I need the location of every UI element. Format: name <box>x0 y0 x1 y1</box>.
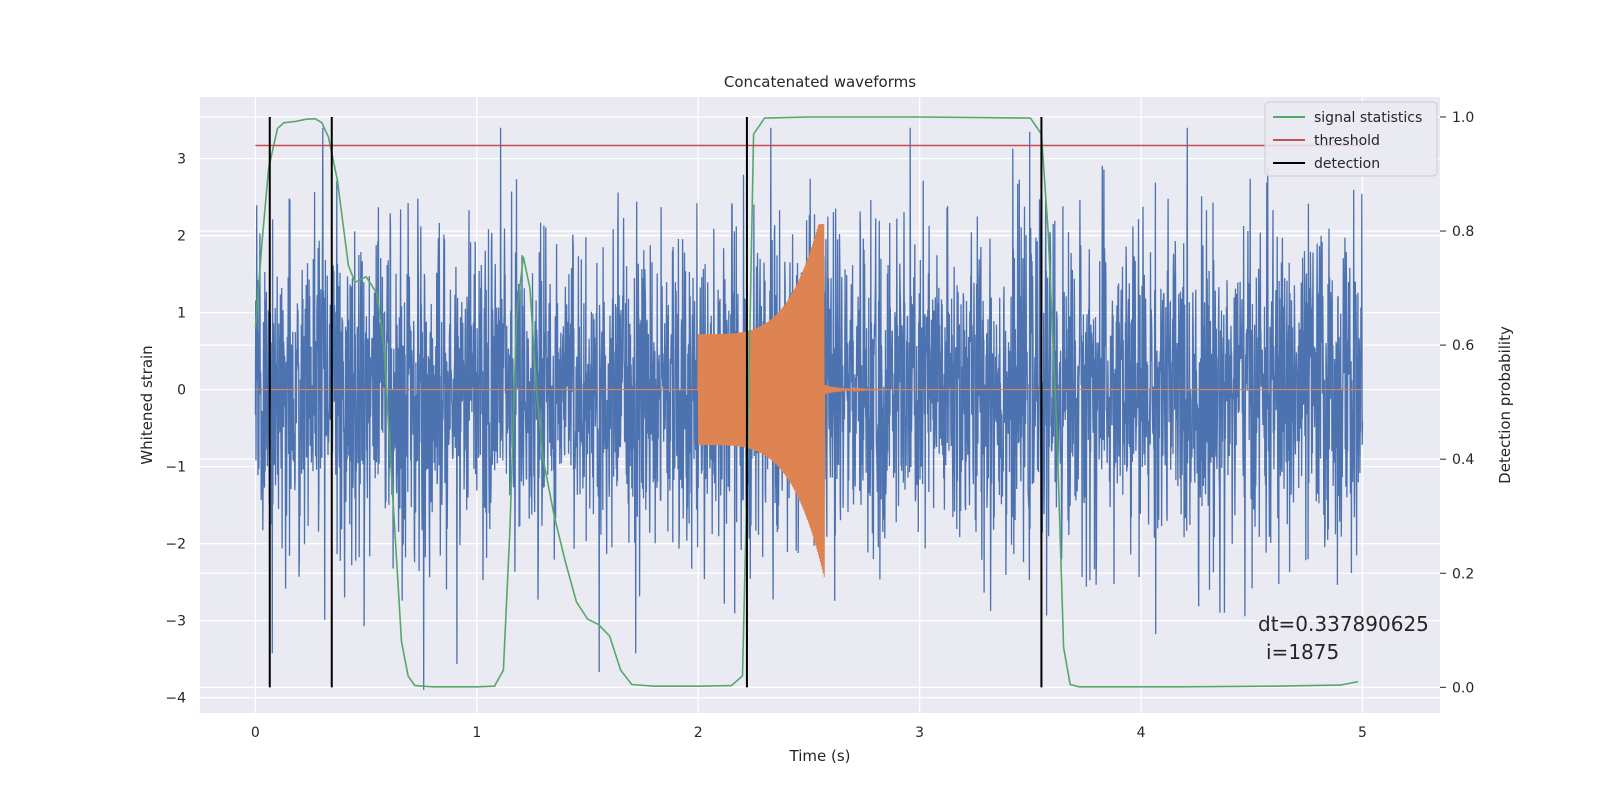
detection-lines <box>268 116 1043 688</box>
annotation-dt: dt=0.337890625 <box>1258 612 1429 636</box>
y2-tick-label: 0.8 <box>1452 224 1474 240</box>
y-tick-label: −3 <box>165 614 186 630</box>
x-axis-label: Time (s) <box>789 747 851 765</box>
y-axis-label: Whitened strain <box>138 345 156 464</box>
legend-label: threshold <box>1314 133 1380 149</box>
y2-tick-label: 0.6 <box>1452 338 1474 354</box>
x-tick-label: 3 <box>915 725 924 741</box>
y2-tick-label: 0.0 <box>1452 680 1474 696</box>
x-tick-label: 0 <box>251 725 260 741</box>
chirp-series-line <box>255 224 1363 578</box>
x-tick-label: 5 <box>1358 725 1367 741</box>
y2-tick-label: 0.4 <box>1452 452 1474 468</box>
y-tick-label: −4 <box>165 691 186 707</box>
y-tick-label: −2 <box>165 537 186 553</box>
y-tick-label: 3 <box>177 152 186 168</box>
y-tick-label: 1 <box>177 306 186 322</box>
y-tick-label: −1 <box>165 460 186 476</box>
y-tick-label: 2 <box>177 229 186 245</box>
y2-tick-label: 1.0 <box>1452 110 1474 126</box>
annotation-i: i=1875 <box>1266 640 1339 664</box>
plot-area <box>254 116 1364 690</box>
y-tick-label: 0 <box>177 383 186 399</box>
legend: signal statistics threshold detection <box>1264 101 1438 177</box>
y2-tick-label: 0.2 <box>1452 566 1474 582</box>
x-tick-label: 2 <box>694 725 703 741</box>
axis-ticks: 0 1 2 3 4 5 3 2 1 0 −1 −2 −3 −4 1.0 0.8 0.6 0.4 0.2 0.0 <box>165 110 1474 741</box>
x-tick-label: 1 <box>472 725 481 741</box>
y2-axis-label: Detection probability <box>1496 326 1514 484</box>
legend-label: signal statistics <box>1314 110 1422 126</box>
chart-title: Concatenated waveforms <box>724 73 916 91</box>
signal-statistics-line <box>254 116 1359 688</box>
legend-box <box>1264 101 1438 177</box>
legend-label: detection <box>1314 156 1380 172</box>
x-tick-label: 4 <box>1137 725 1146 741</box>
